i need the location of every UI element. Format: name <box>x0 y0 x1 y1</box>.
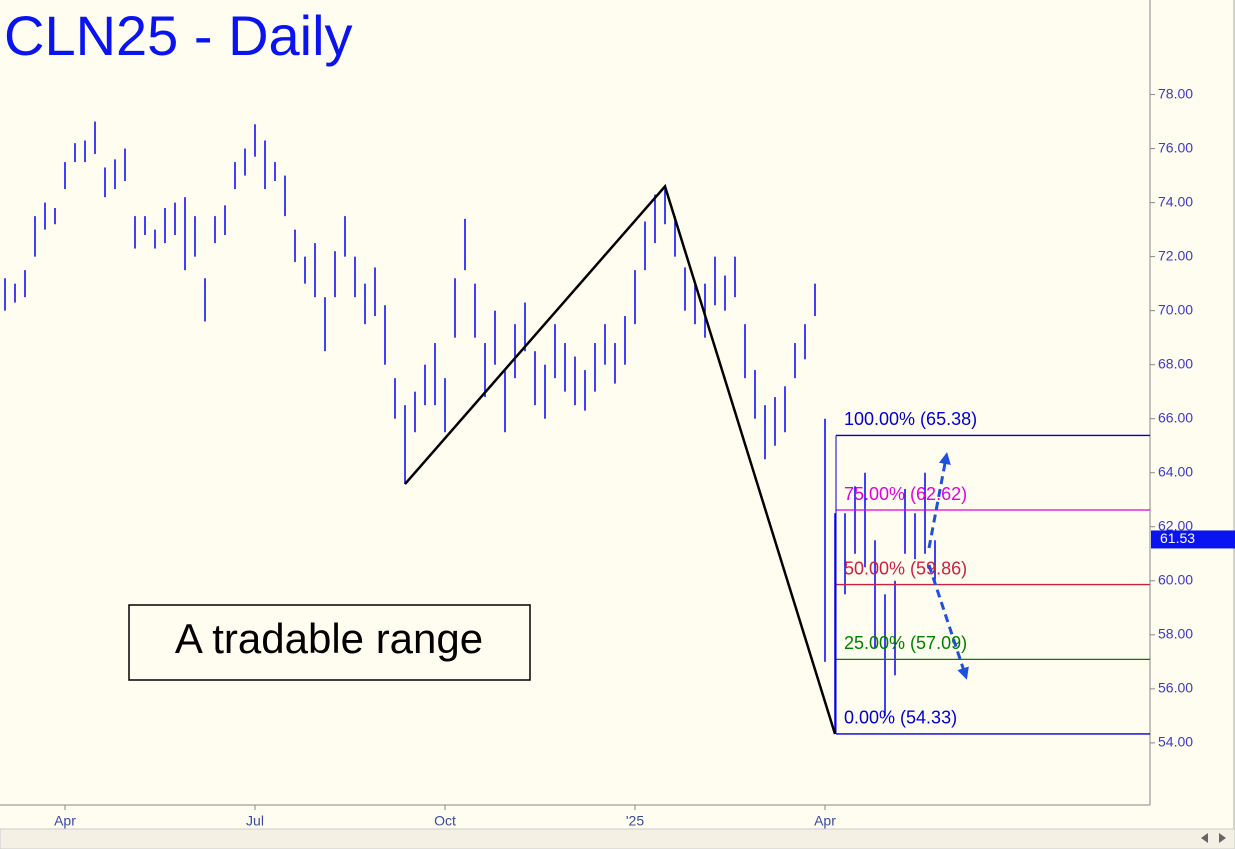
last-price-label: 61.53 <box>1160 530 1195 546</box>
y-tick-label: 66.00 <box>1158 409 1193 425</box>
fib-label: 25.00% (57.09) <box>844 633 967 653</box>
fib-label: 75.00% (62.62) <box>844 484 967 504</box>
y-tick-label: 62.00 <box>1158 517 1193 533</box>
y-tick-label: 64.00 <box>1158 463 1193 479</box>
fib-label: 50.00% (59.86) <box>844 558 967 578</box>
projection-arrow-down <box>927 564 969 680</box>
y-tick-label: 58.00 <box>1158 626 1193 642</box>
x-tick-label: Jul <box>246 813 264 829</box>
y-tick-label: 68.00 <box>1158 355 1193 371</box>
scroll-left[interactable] <box>1201 833 1208 843</box>
scroll-right[interactable] <box>1219 833 1226 843</box>
scrollbar[interactable] <box>0 828 1235 849</box>
x-tick-label: Apr <box>814 813 836 829</box>
last-price-box <box>1151 530 1235 549</box>
y-tick-label: 60.00 <box>1158 571 1193 587</box>
chart-title: CLN25 - Daily <box>4 4 353 67</box>
y-tick-label: 54.00 <box>1158 734 1193 750</box>
y-tick-label: 56.00 <box>1158 680 1193 696</box>
annotation-box <box>128 604 531 681</box>
y-tick-label: 72.00 <box>1158 247 1193 263</box>
x-tick-label: '25 <box>626 813 644 829</box>
x-tick-label: Apr <box>54 813 76 829</box>
y-tick-label: 70.00 <box>1158 301 1193 317</box>
fib-label: 100.00% (65.38) <box>844 409 977 429</box>
x-tick-label: Oct <box>434 813 456 829</box>
projection-arrow-up <box>927 452 951 549</box>
y-tick-label: 76.00 <box>1158 139 1193 155</box>
annotation: A tradable range <box>175 615 483 662</box>
y-tick-label: 74.00 <box>1158 193 1193 209</box>
swing-line <box>404 183 837 735</box>
y-tick-label: 78.00 <box>1158 85 1193 101</box>
fib-label: 0.00% (54.33) <box>844 708 957 728</box>
